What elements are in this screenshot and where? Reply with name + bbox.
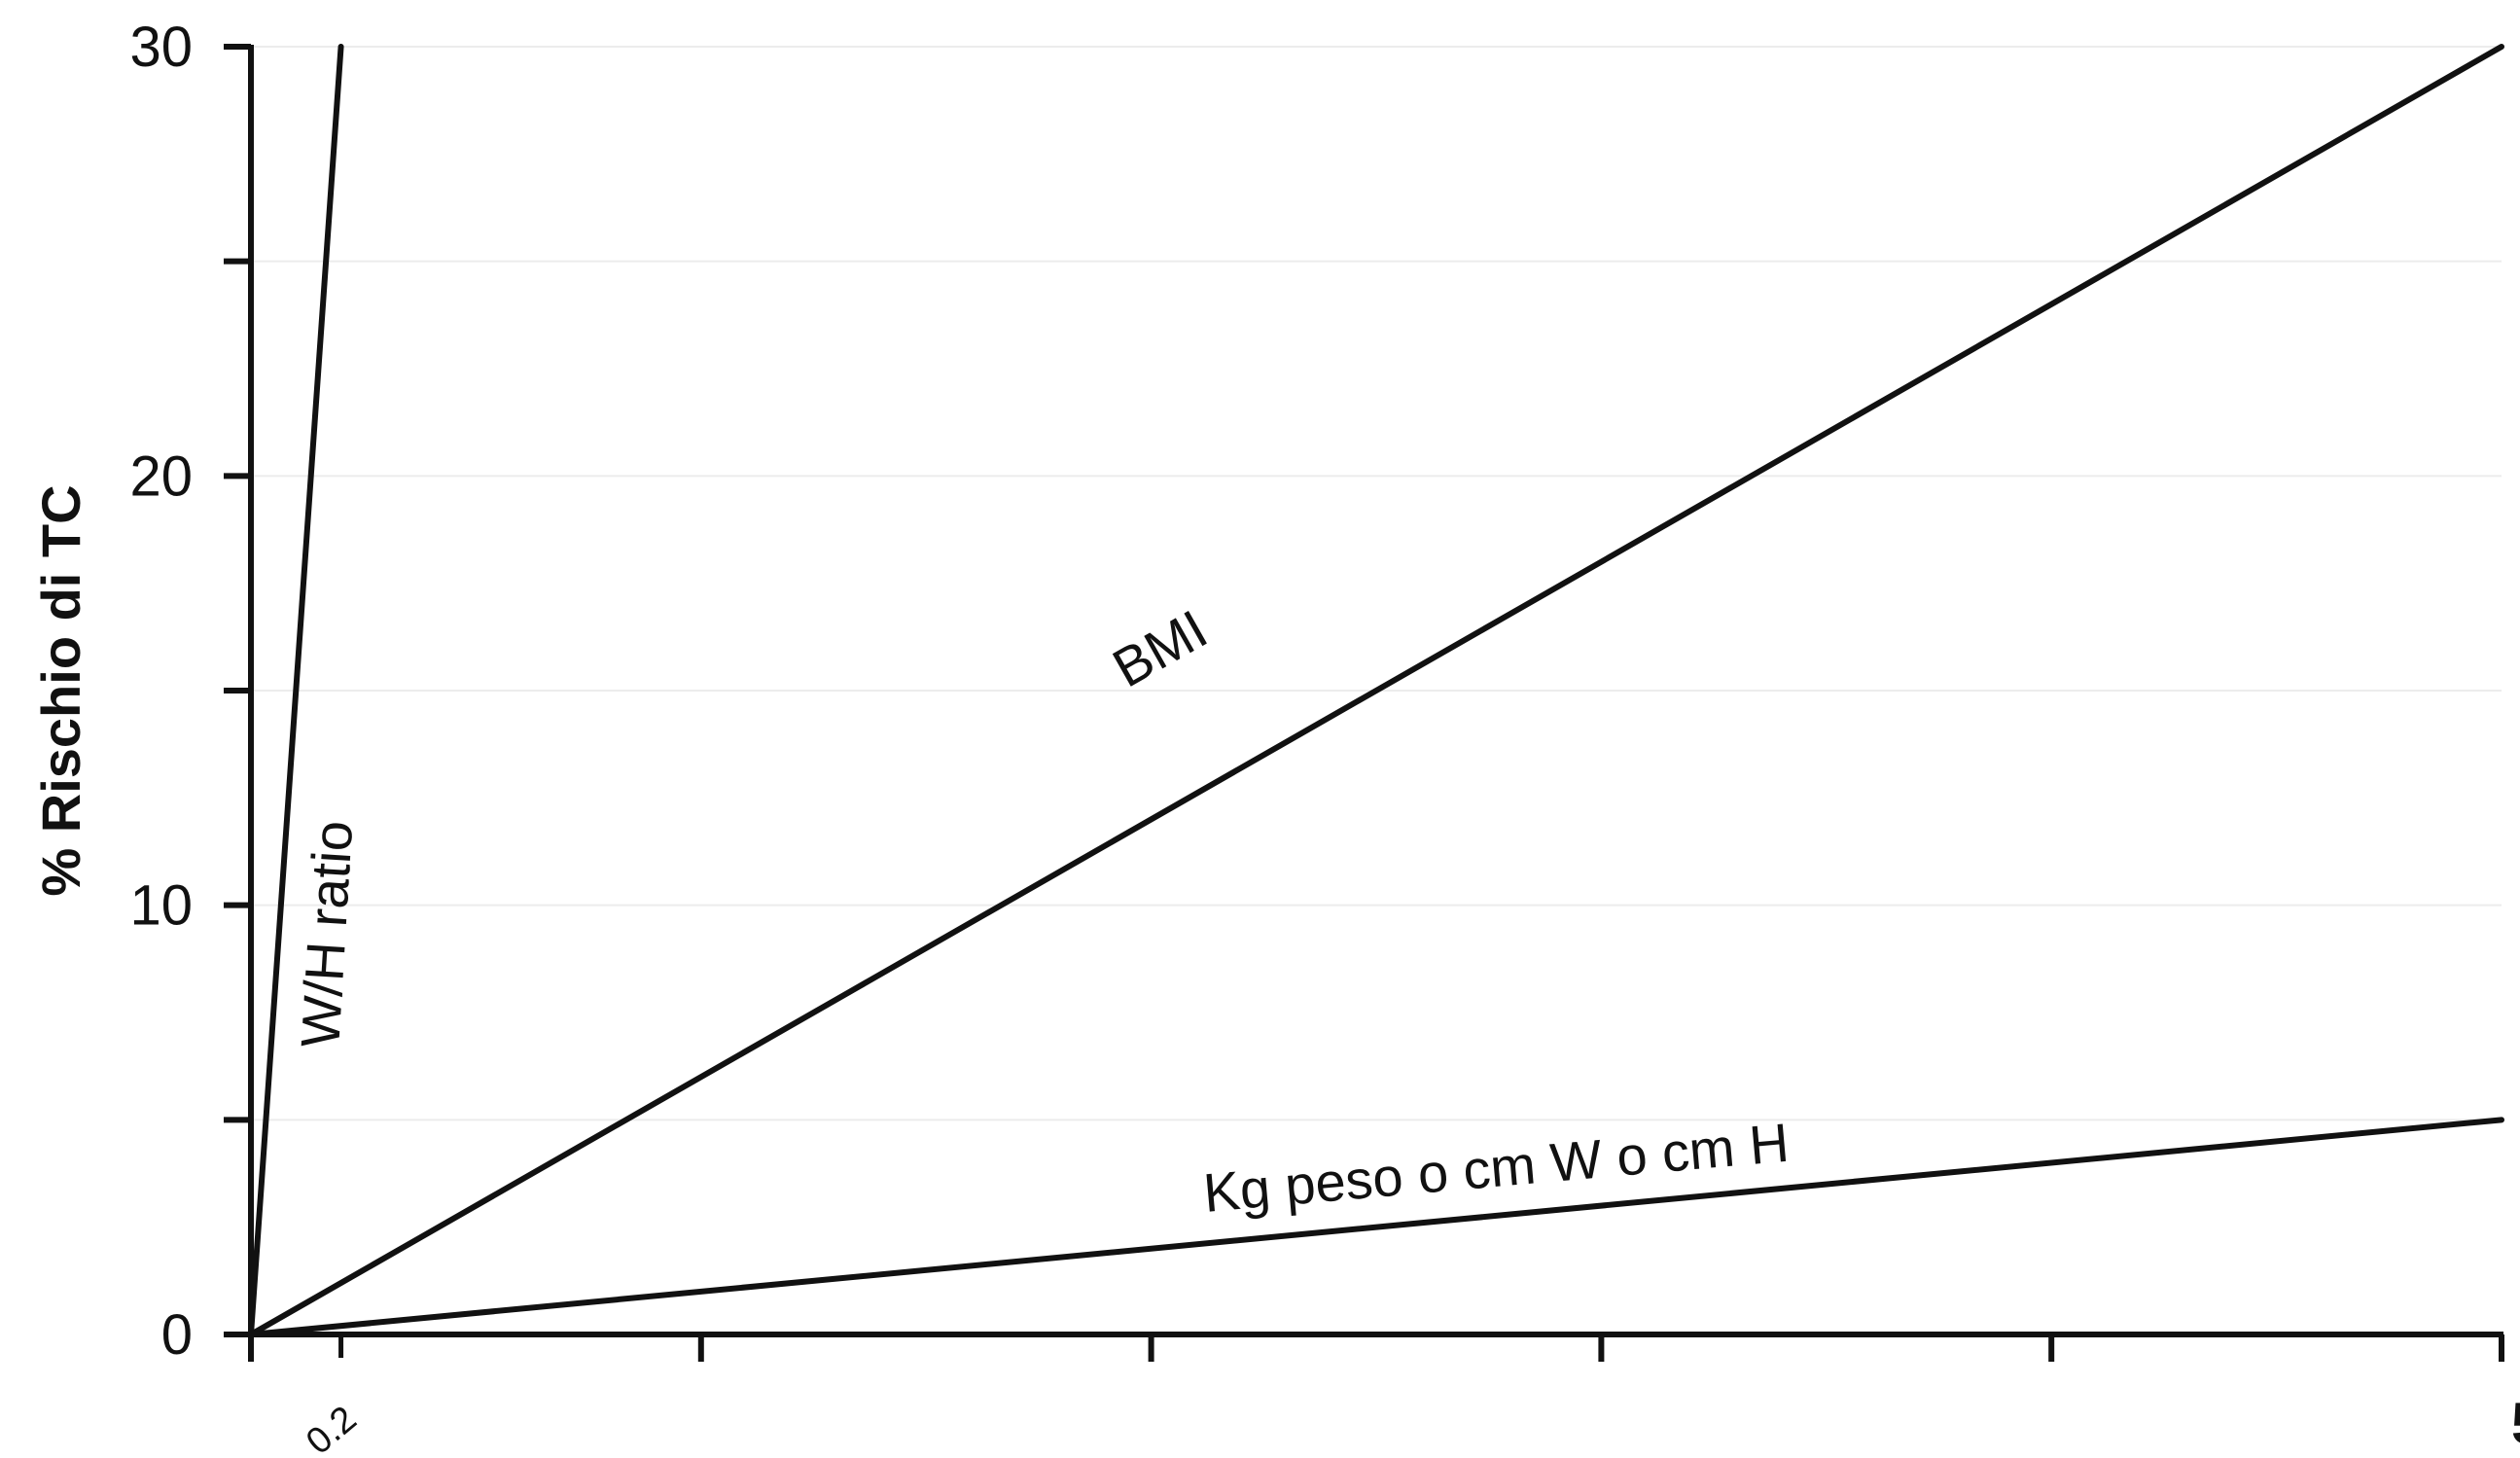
series-label: W/H ratio	[289, 819, 364, 1049]
x-tick-label: 5	[2511, 1391, 2520, 1456]
y-tick-label: 10	[129, 874, 193, 938]
series-line	[248, 44, 2504, 1337]
series-line	[248, 1117, 2504, 1337]
series-label: Kg peso o cm W o cm H	[1201, 1112, 1792, 1224]
y-tick-label: 20	[129, 445, 193, 508]
x-tick-label: 0.2	[299, 1399, 364, 1458]
grid-lines	[251, 46, 2502, 1121]
y-tick-label: 30	[129, 16, 193, 79]
y-axis-title: % Rischio di TC	[30, 484, 91, 896]
y-tick-label: 0	[161, 1303, 193, 1367]
axes	[224, 44, 2504, 1362]
series-label: BMI	[1103, 598, 1218, 699]
labels: 0 10 20 30 0.2 5 % Rischio di TC W/H ratio BMI Kg…	[30, 16, 2520, 1458]
series-lines	[248, 44, 2504, 1337]
series-line	[248, 44, 344, 1337]
